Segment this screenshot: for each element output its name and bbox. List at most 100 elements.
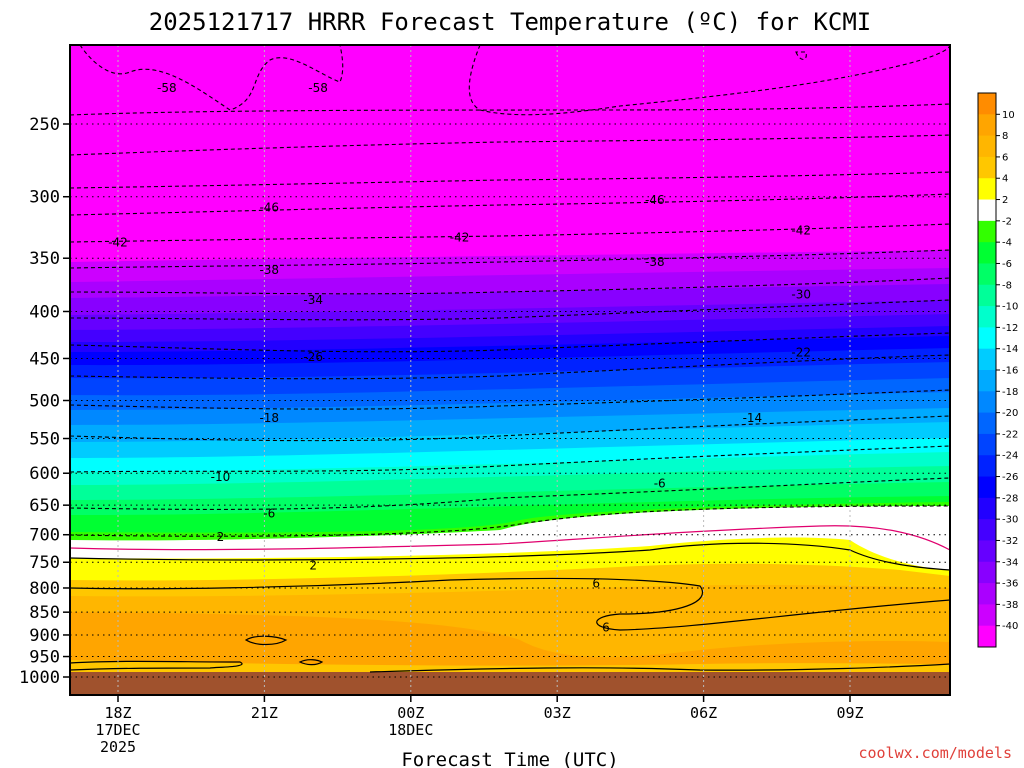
contour-label: -18 [259, 411, 279, 425]
negative-isotherms [70, 103, 950, 537]
colorbar-label: -32 [1002, 536, 1018, 547]
colorbar-swatch [978, 327, 996, 350]
colorbar-label: 8 [1002, 131, 1008, 142]
contour-labels: -58 -58 -46 -46 -42 -42 -42 -38 -38 -34 -30 -26 -22 -… [108, 81, 811, 635]
colorbar-swatch [978, 178, 996, 201]
upper-level-closed-contours [79, 45, 950, 116]
x-tick-date: 18DEC [388, 721, 433, 739]
colorbar-label: -18 [1002, 387, 1018, 398]
colorbar-swatch [978, 263, 996, 286]
pressure-grid-lines [70, 123, 950, 678]
colorbar-label: -30 [1002, 515, 1018, 526]
colorbar-label: -24 [1002, 451, 1018, 462]
colorbar-swatch [978, 604, 996, 627]
x-tick-date: 17DEC [95, 721, 140, 739]
contour-label: -42 [450, 231, 470, 245]
x-tick-label: 00Z [397, 704, 424, 722]
contour-label: -22 [791, 346, 811, 360]
colorbar-label: -10 [1002, 302, 1018, 313]
colorbar-swatch [978, 114, 996, 137]
colorbar-swatch [978, 391, 996, 414]
colorbar-swatch [978, 540, 996, 563]
colorbar-label: -14 [1002, 344, 1018, 355]
y-tick-label: 850 [29, 603, 60, 623]
contour-label: 2 [217, 530, 225, 544]
chart-title: 2025121717 HRRR Forecast Temperature (ºC… [149, 8, 871, 36]
colorbar-swatch [978, 561, 996, 584]
x-tick-label: 06Z [690, 704, 717, 722]
contour-label: 6 [592, 576, 600, 590]
colorbar-swatch [978, 135, 996, 158]
colorbar-label: -22 [1002, 429, 1018, 440]
colorbar-swatch [978, 348, 996, 371]
colorbar-swatch [978, 519, 996, 541]
y-tick-label: 700 [29, 526, 60, 546]
y-tick-label: 1000 [19, 668, 60, 688]
contour-label: -30 [791, 288, 811, 302]
colorbar-swatch [978, 156, 996, 179]
y-tick-label: 350 [29, 249, 60, 269]
contour-label: -6 [654, 477, 666, 491]
colorbar-swatch [978, 220, 996, 243]
colorbar-label: 6 [1002, 152, 1008, 163]
y-tick-label: 900 [29, 626, 60, 646]
y-tick-label: 550 [29, 430, 60, 450]
y-tick-label: 950 [29, 648, 60, 668]
colorbar-label: -34 [1002, 557, 1018, 568]
colorbar-swatch [978, 284, 996, 307]
colorbar-swatch [978, 625, 996, 648]
colorbar-label: 10 [1002, 110, 1015, 121]
colorbar-swatch [978, 433, 996, 456]
colorbar-swatch [978, 370, 996, 392]
colorbar-label: -20 [1002, 408, 1018, 419]
y-axis: 250 300 350 400 450 500 550 600 650 700 750 800 850 9… [19, 115, 70, 688]
colorbar-label: -4 [1002, 238, 1012, 249]
credit-text: coolwx.com/models [858, 744, 1012, 762]
x-tick-label: 18Z [104, 704, 131, 722]
colorbar-swatch [978, 199, 996, 222]
y-tick-label: 400 [29, 302, 60, 322]
contour-label: -38 [259, 263, 279, 277]
y-tick-label: 600 [29, 464, 60, 484]
contour-label: -46 [259, 201, 279, 215]
y-tick-label: 650 [29, 496, 60, 516]
colorbar-swatch [978, 455, 996, 478]
contour-label: -42 [791, 223, 811, 237]
y-tick-label: 300 [29, 188, 60, 208]
x-tick-label: 09Z [836, 704, 863, 722]
contour-label: -6 [263, 507, 275, 521]
colorbar-label: -28 [1002, 493, 1018, 504]
colorbar-label: -12 [1002, 323, 1018, 334]
x-tick-year: 2025 [100, 738, 136, 756]
contour-label: -42 [108, 235, 128, 249]
terrain-below-surface [70, 672, 950, 695]
y-tick-label: 800 [29, 579, 60, 599]
y-tick-label: 500 [29, 392, 60, 412]
positive-isotherms [70, 542, 950, 673]
x-tick-label: 21Z [251, 704, 278, 722]
colorbar-label: -26 [1002, 472, 1018, 483]
colorbar-swatch [978, 476, 996, 499]
colorbar-label: -38 [1002, 600, 1018, 611]
colorbar-label: -16 [1002, 366, 1018, 377]
freezing-line [70, 525, 950, 551]
colorbar-swatch [978, 306, 996, 328]
colorbar-label: -2 [1002, 216, 1012, 227]
contour-label: 2 [309, 558, 317, 572]
contour-label: -38 [645, 255, 665, 269]
colorbar-swatch [978, 412, 996, 435]
colorbar-label: -36 [1002, 579, 1018, 590]
contour-label: -58 [157, 81, 177, 95]
plot-area [70, 45, 950, 695]
contour-label: -58 [308, 81, 328, 95]
contour-label: -34 [303, 293, 323, 307]
time-grid-lines [117, 45, 851, 695]
contour-label: 6 [602, 620, 610, 634]
colorbar-swatch [978, 242, 996, 264]
colorbar-label: 4 [1002, 174, 1008, 185]
contour-label: -46 [645, 193, 665, 207]
plot-frame [69, 44, 951, 696]
x-tick-label: 03Z [544, 704, 571, 722]
